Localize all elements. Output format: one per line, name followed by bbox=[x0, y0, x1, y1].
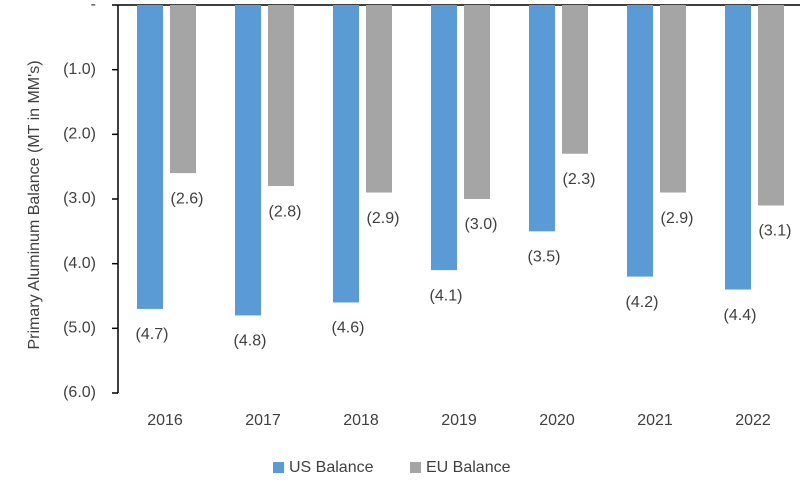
data-label: (4.4) bbox=[724, 307, 757, 324]
data-label: (3.0) bbox=[465, 216, 498, 233]
bar bbox=[268, 5, 294, 187]
data-label: (4.2) bbox=[626, 294, 659, 311]
bar bbox=[725, 5, 751, 290]
data-label: (4.6) bbox=[332, 320, 365, 337]
bar bbox=[529, 5, 555, 232]
bar bbox=[366, 5, 392, 193]
data-label: (2.9) bbox=[661, 210, 694, 227]
y-tick-label: - bbox=[91, 0, 96, 13]
legend-swatch bbox=[273, 462, 284, 473]
bar bbox=[235, 5, 261, 316]
x-tick-label: 2022 bbox=[735, 412, 771, 429]
y-tick-label: (3.0) bbox=[63, 190, 96, 207]
bar bbox=[137, 5, 163, 309]
bar bbox=[170, 5, 196, 174]
data-label: (4.1) bbox=[430, 287, 463, 304]
legend-label: EU Balance bbox=[426, 459, 511, 476]
bar bbox=[464, 5, 490, 199]
legend-label: US Balance bbox=[289, 459, 374, 476]
bar bbox=[431, 5, 457, 271]
data-label: (2.8) bbox=[269, 203, 302, 220]
y-tick-label: (1.0) bbox=[63, 61, 96, 78]
x-tick-label: 2018 bbox=[343, 412, 379, 429]
bar bbox=[660, 5, 686, 193]
y-tick-label: (4.0) bbox=[63, 255, 96, 272]
y-tick-label: (6.0) bbox=[63, 384, 96, 401]
data-label: (2.3) bbox=[563, 171, 596, 188]
x-tick-label: 2020 bbox=[539, 412, 575, 429]
data-label: (4.8) bbox=[234, 333, 267, 350]
data-label: (2.9) bbox=[367, 210, 400, 227]
data-label: (3.1) bbox=[759, 223, 792, 240]
data-label: (2.6) bbox=[171, 190, 204, 207]
bar bbox=[333, 5, 359, 303]
y-tick-label: (5.0) bbox=[63, 320, 96, 337]
bar bbox=[758, 5, 784, 206]
x-tick-label: 2017 bbox=[245, 412, 281, 429]
bar bbox=[627, 5, 653, 277]
bar bbox=[562, 5, 588, 154]
y-tick-label: (2.0) bbox=[63, 126, 96, 143]
data-label: (4.7) bbox=[136, 326, 169, 343]
y-axis-label: Primary Aluminum Balance (MT in MM's) bbox=[26, 60, 43, 349]
x-tick-label: 2016 bbox=[147, 412, 183, 429]
legend-swatch bbox=[410, 462, 421, 473]
data-label: (3.5) bbox=[528, 249, 561, 266]
x-tick-label: 2019 bbox=[441, 412, 477, 429]
x-tick-label: 2021 bbox=[637, 412, 673, 429]
